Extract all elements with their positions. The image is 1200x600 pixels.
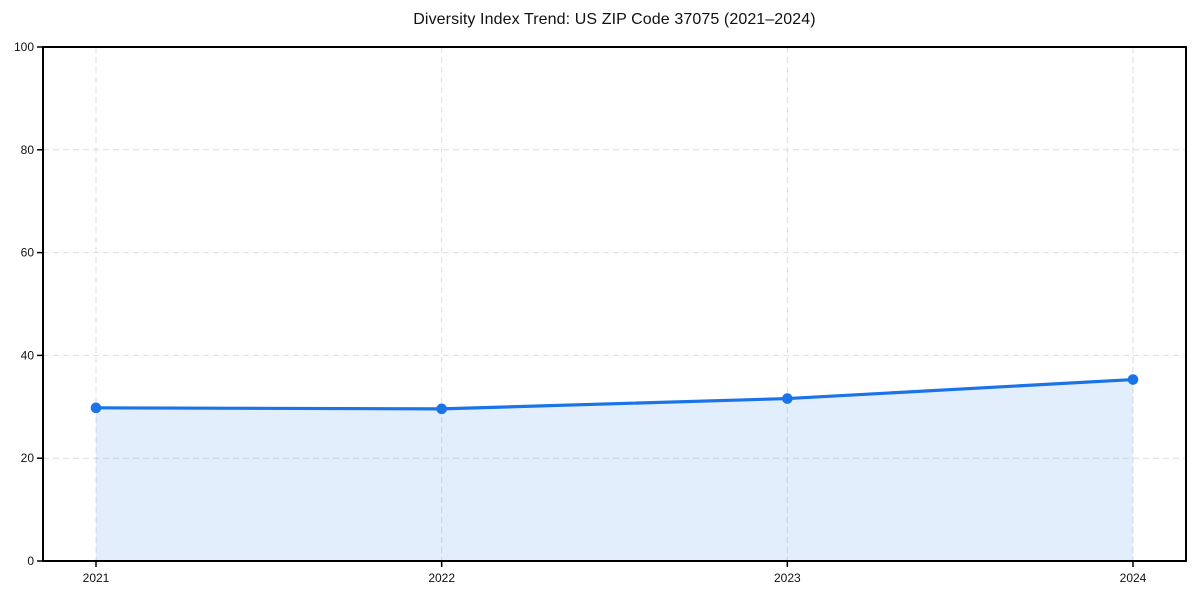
trend-line: [94, 377, 1135, 411]
data-point: [90, 402, 102, 414]
y-tick-label: 0: [27, 554, 34, 568]
chart-title: Diversity Index Trend: US ZIP Code 37075…: [413, 11, 816, 28]
y-tick-label: 80: [21, 143, 35, 157]
area-fill: [96, 379, 1133, 561]
y-tick-label: 40: [21, 348, 35, 362]
x-tick-label: 2021: [83, 571, 110, 585]
x-tick-label: 2023: [774, 571, 801, 585]
y-tick-label: 60: [21, 246, 35, 260]
data-point: [436, 403, 447, 415]
data-point: [782, 393, 793, 404]
x-tick-label: 2022: [428, 571, 455, 585]
x-tick-label: 2024: [1120, 571, 1147, 585]
data-point: [1127, 374, 1139, 385]
y-tick-label: 20: [21, 451, 35, 465]
y-tick-label: 100: [14, 40, 34, 54]
plot-border: [42, 46, 1187, 562]
